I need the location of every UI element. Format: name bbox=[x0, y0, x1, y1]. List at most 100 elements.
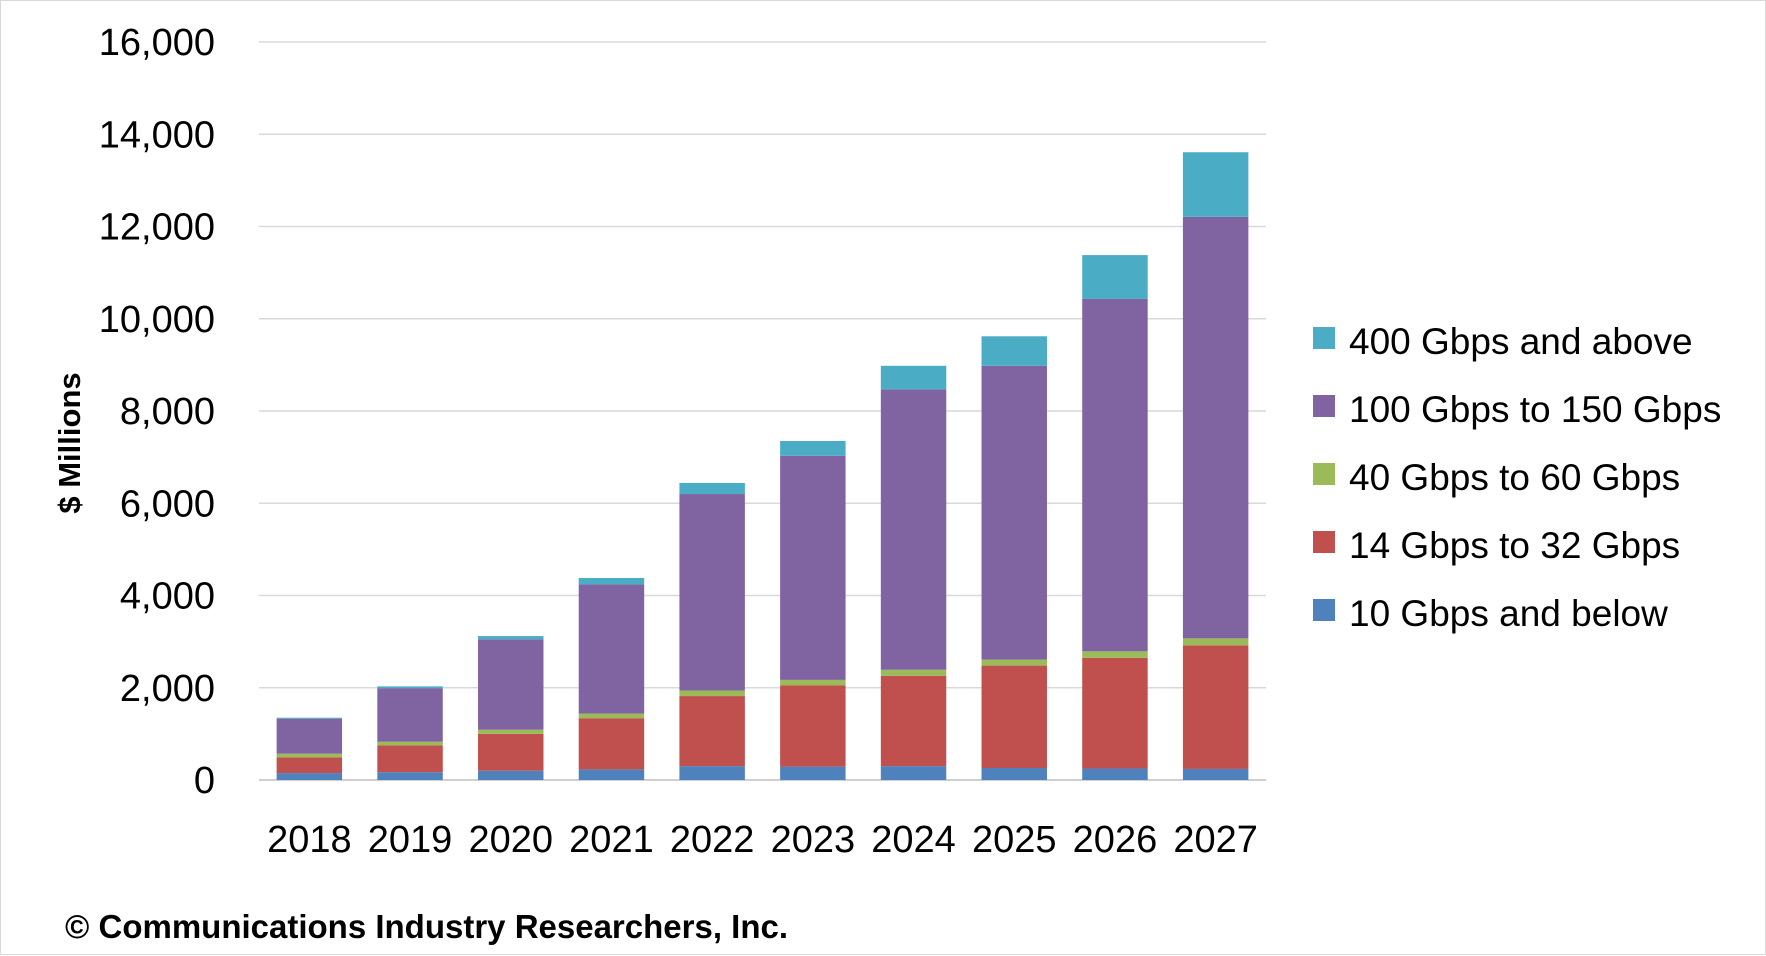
bar-segment bbox=[578, 718, 645, 770]
bar-stack-2018 bbox=[276, 717, 343, 780]
y-tick-label: 14,000 bbox=[99, 114, 215, 156]
bar-segment bbox=[1082, 255, 1148, 299]
y-tick-label: 2,000 bbox=[120, 668, 215, 710]
x-tick-label: 2022 bbox=[670, 819, 755, 861]
bar-segment bbox=[679, 766, 745, 780]
bar-segment bbox=[780, 455, 846, 680]
bar-stack-2025 bbox=[981, 336, 1047, 780]
bar-segment bbox=[780, 440, 846, 456]
bar-stack-2027 bbox=[1182, 152, 1249, 780]
legend-swatch bbox=[1313, 531, 1335, 553]
bar-segment bbox=[276, 773, 343, 780]
bar-segment bbox=[276, 753, 343, 758]
bar-segment bbox=[981, 336, 1047, 366]
legend-item: 14 Gbps to 32 Gbps bbox=[1313, 525, 1680, 566]
copyright-footer: © Communications Industry Researchers, I… bbox=[65, 908, 788, 945]
x-tick-label: 2018 bbox=[267, 819, 352, 861]
bar-segment bbox=[1182, 152, 1249, 217]
bar-segment bbox=[880, 675, 947, 767]
bar-segment bbox=[377, 686, 443, 689]
bar-segment bbox=[1082, 298, 1148, 652]
y-tick-label: 16,000 bbox=[99, 22, 215, 64]
y-axis-label: $ Millions bbox=[52, 372, 87, 513]
y-tick-label: 6,000 bbox=[120, 483, 215, 525]
legend-label: 14 Gbps to 32 Gbps bbox=[1349, 525, 1680, 566]
legend-label: 400 Gbps and above bbox=[1349, 321, 1693, 362]
x-tick-label: 2025 bbox=[972, 819, 1057, 861]
legend: 400 Gbps and above 100 Gbps to 150 Gbps 40… bbox=[1313, 321, 1721, 634]
bar-segment bbox=[1082, 651, 1148, 658]
bar-segment bbox=[880, 365, 947, 390]
bar-segment bbox=[679, 696, 745, 767]
bar-segment bbox=[276, 717, 343, 719]
bar-segment bbox=[1182, 768, 1249, 780]
bar-segment bbox=[377, 688, 443, 742]
bar-segment bbox=[1082, 768, 1148, 780]
bar-segment bbox=[478, 639, 544, 730]
bar-segment bbox=[780, 679, 846, 686]
bar-segment bbox=[276, 757, 343, 774]
bar-segment bbox=[377, 745, 443, 773]
bar-segment bbox=[478, 770, 544, 780]
bar-segment bbox=[578, 577, 645, 585]
bar-segment bbox=[880, 389, 947, 670]
bar-segment bbox=[880, 766, 947, 780]
legend-swatch bbox=[1313, 327, 1335, 349]
bar-segment bbox=[679, 690, 745, 697]
bar-segment bbox=[578, 713, 645, 719]
bar-stack-2026 bbox=[1082, 255, 1148, 780]
bar-segment bbox=[981, 365, 1047, 660]
legend-swatch bbox=[1313, 599, 1335, 621]
bar-segment bbox=[679, 482, 745, 495]
y-tick-label: 0 bbox=[194, 760, 215, 802]
bar-stack-2023 bbox=[780, 440, 846, 780]
bar-segment bbox=[1082, 657, 1148, 769]
x-tick-label: 2019 bbox=[368, 819, 453, 861]
bar-segment bbox=[478, 729, 544, 734]
y-tick-label: 10,000 bbox=[99, 299, 215, 341]
bar-stack-2024 bbox=[880, 365, 947, 780]
y-tick-label: 4,000 bbox=[120, 576, 215, 618]
bar-segment bbox=[880, 669, 947, 676]
x-tick-label: 2023 bbox=[771, 819, 856, 861]
bar-segment bbox=[276, 718, 343, 754]
bar-stack-2022 bbox=[679, 482, 745, 780]
bar-segment bbox=[981, 665, 1047, 769]
bar-segment bbox=[478, 733, 544, 771]
bar-segment bbox=[578, 769, 645, 780]
y-axis-ticks: 0 2,000 4,000 6,000 8,000 10,000 12,000 14,000 1… bbox=[99, 22, 215, 802]
bar-segment bbox=[981, 659, 1047, 666]
bar-segment bbox=[679, 494, 745, 691]
bar-stack-2020 bbox=[478, 636, 544, 780]
bar-segment bbox=[578, 584, 645, 714]
bar-segment bbox=[377, 741, 443, 746]
bar-segment bbox=[981, 768, 1047, 780]
bar-segment bbox=[377, 772, 443, 780]
legend-label: 100 Gbps to 150 Gbps bbox=[1349, 389, 1721, 430]
bar-segment bbox=[780, 685, 846, 767]
legend-swatch bbox=[1313, 395, 1335, 417]
bar-stack-2021 bbox=[578, 577, 645, 780]
bar-stack-2019 bbox=[377, 686, 443, 780]
x-tick-label: 2020 bbox=[468, 819, 553, 861]
bar-stacks bbox=[276, 152, 1249, 780]
legend-item: 100 Gbps to 150 Gbps bbox=[1313, 389, 1721, 430]
legend-label: 10 Gbps and below bbox=[1349, 593, 1668, 634]
bar-segment bbox=[780, 766, 846, 780]
bar-segment bbox=[1182, 216, 1249, 639]
legend-label: 40 Gbps to 60 Gbps bbox=[1349, 457, 1680, 498]
x-axis-ticks: 2018 2019 2020 2021 2022 2023 2024 2025 2026 2027 bbox=[267, 819, 1258, 861]
legend-item: 400 Gbps and above bbox=[1313, 321, 1693, 362]
y-tick-label: 12,000 bbox=[99, 207, 215, 249]
legend-swatch bbox=[1313, 463, 1335, 485]
legend-item: 40 Gbps to 60 Gbps bbox=[1313, 457, 1680, 498]
x-tick-label: 2024 bbox=[871, 819, 956, 861]
legend-item: 10 Gbps and below bbox=[1313, 593, 1668, 634]
bar-segment bbox=[478, 636, 544, 640]
x-tick-label: 2026 bbox=[1073, 819, 1158, 861]
bar-segment bbox=[1182, 638, 1249, 646]
x-tick-label: 2021 bbox=[569, 819, 654, 861]
y-tick-label: 8,000 bbox=[120, 391, 215, 433]
